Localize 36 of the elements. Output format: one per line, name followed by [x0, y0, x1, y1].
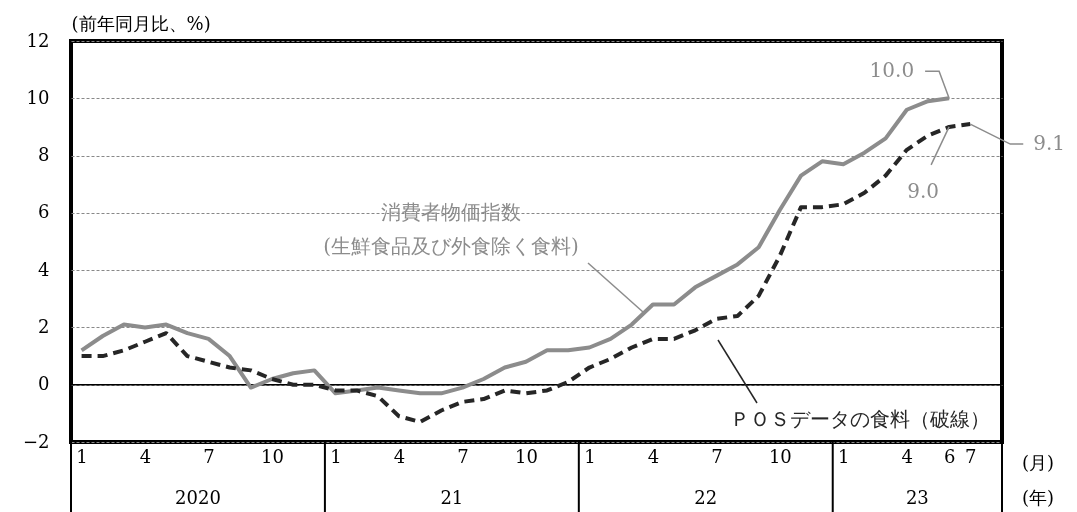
x-tick-label: 7: [203, 445, 215, 467]
x-tick-label: 7: [965, 445, 977, 467]
x-tick-label: 1: [76, 445, 88, 467]
y-tick-label: 0: [38, 373, 50, 395]
text: (月): [1022, 452, 1055, 473]
x-tick-label: 10: [768, 445, 792, 467]
text: 2020: [175, 487, 221, 508]
text: ＰＯＳデータの食料（破線）: [730, 407, 990, 431]
x-tick-label: 1: [838, 445, 850, 467]
x-tick-label: 10: [514, 445, 538, 467]
x-tick-label: 4: [647, 445, 660, 467]
x-tick-label: 7: [711, 445, 723, 467]
y-tick-label: 10: [26, 86, 50, 108]
y-tick-label: 8: [38, 144, 50, 166]
x-tick-label: 7: [457, 445, 469, 467]
text: 22: [694, 487, 718, 508]
x-tick-label: 4: [393, 445, 406, 467]
text: 21: [440, 487, 464, 508]
y-tick-label: 12: [26, 29, 50, 51]
x-tick-label: 6: [943, 445, 956, 467]
y-tick-label: 4: [38, 258, 50, 280]
x-tick-label: 4: [139, 445, 152, 467]
text: (年): [1022, 487, 1055, 508]
y-axis-title: (前年同月比、%): [71, 12, 211, 34]
y-tick-label: 2: [38, 315, 50, 337]
data-label: 9.0: [907, 178, 940, 203]
data-label: 10.0: [869, 58, 915, 83]
y-tick-label: −2: [22, 430, 50, 452]
text: 23: [905, 487, 929, 508]
text: 消費者物価指数 (生鮮食品及び外食除く食料): [323, 200, 579, 258]
y-tick-label: 6: [38, 201, 50, 223]
x-tick-label: 4: [901, 445, 914, 467]
x-tick-label: 1: [584, 445, 596, 467]
data-label: 9.1: [1033, 131, 1066, 156]
x-tick-label: 1: [330, 445, 342, 467]
x-tick-label: 10: [261, 445, 284, 467]
